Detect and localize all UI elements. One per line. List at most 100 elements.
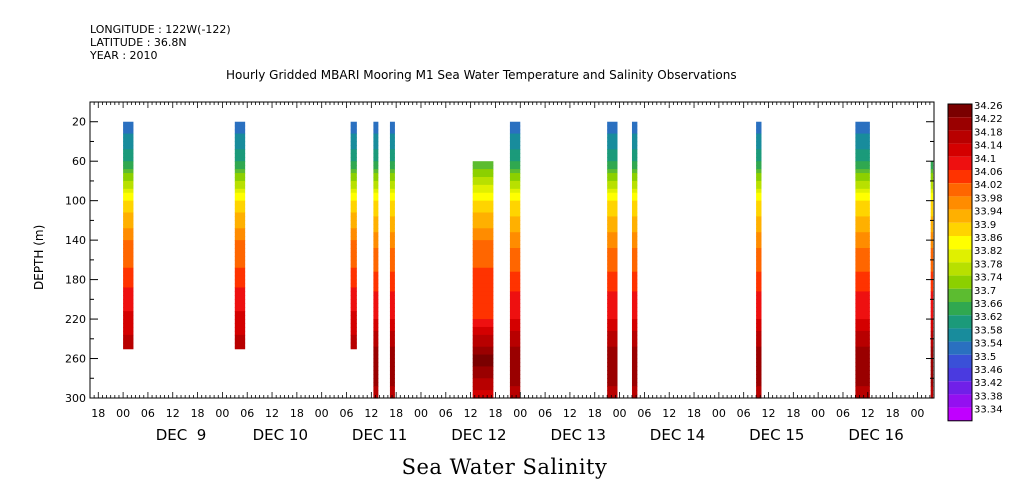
salinity-cell xyxy=(855,204,870,210)
salinity-cell xyxy=(350,287,357,293)
salinity-cell xyxy=(350,283,357,289)
salinity-cell xyxy=(472,330,494,336)
salinity-cell xyxy=(373,248,379,253)
salinity-cell xyxy=(631,173,638,178)
salinity-cell xyxy=(234,216,246,221)
salinity-cell xyxy=(607,121,618,127)
salinity-cell xyxy=(350,315,357,320)
colorbar-swatch xyxy=(948,315,972,329)
salinity-cell xyxy=(123,176,134,182)
salinity-cell xyxy=(234,244,246,249)
salinity-cell xyxy=(631,169,638,174)
salinity-cell xyxy=(389,208,395,214)
salinity-cell xyxy=(631,390,638,395)
salinity-cell xyxy=(855,180,870,186)
salinity-cell xyxy=(123,319,134,324)
salinity-cell xyxy=(631,350,638,356)
salinity-cell xyxy=(373,263,379,269)
salinity-cell xyxy=(389,228,395,233)
salinity-cell xyxy=(472,259,494,265)
salinity-cell xyxy=(234,283,246,289)
salinity-cell xyxy=(631,200,638,206)
salinity-cell xyxy=(350,125,357,131)
salinity-cell xyxy=(930,240,934,245)
x-day-label: DEC 13 xyxy=(551,426,606,444)
salinity-cell xyxy=(756,208,762,214)
salinity-cell xyxy=(930,279,934,285)
salinity-cell xyxy=(123,149,134,154)
salinity-cell xyxy=(373,319,379,324)
salinity-cell xyxy=(373,370,379,375)
colorbar-swatch xyxy=(948,222,972,236)
salinity-cell xyxy=(123,180,134,186)
colorbar-swatch xyxy=(948,328,972,342)
salinity-cell xyxy=(472,315,494,320)
salinity-cell xyxy=(509,216,521,221)
salinity-cell xyxy=(930,275,934,281)
salinity-cell xyxy=(855,133,870,139)
salinity-cell xyxy=(607,295,618,300)
salinity-cell xyxy=(631,311,638,316)
x-hour-label: 00 xyxy=(315,407,329,420)
colorbar-label: 33.5 xyxy=(974,352,996,363)
salinity-cell xyxy=(756,251,762,257)
salinity-cell xyxy=(373,208,379,214)
x-hour-label: 00 xyxy=(712,407,726,420)
salinity-cell xyxy=(930,228,934,233)
salinity-cell xyxy=(756,267,762,273)
salinity-cell xyxy=(234,169,246,174)
colorbar-label: 33.82 xyxy=(974,246,1003,257)
colorbar-swatch xyxy=(948,196,972,210)
salinity-cell xyxy=(389,212,395,218)
salinity-cell xyxy=(930,196,934,202)
salinity-cell xyxy=(855,196,870,202)
salinity-cell xyxy=(930,311,934,316)
salinity-cell xyxy=(509,311,521,316)
salinity-cell xyxy=(631,299,638,304)
salinity-cell xyxy=(234,319,246,324)
salinity-cell xyxy=(855,145,870,150)
salinity-cell xyxy=(509,382,521,387)
salinity-cell xyxy=(472,311,494,316)
colorbar-swatch xyxy=(948,130,972,144)
salinity-cell xyxy=(373,330,379,336)
salinity-cell xyxy=(607,378,618,383)
salinity-cell xyxy=(509,338,521,344)
salinity-cell xyxy=(607,133,618,139)
salinity-cell xyxy=(756,319,762,324)
salinity-cell xyxy=(631,236,638,241)
salinity-cell xyxy=(509,173,521,178)
salinity-cell xyxy=(472,350,494,356)
salinity-cell xyxy=(373,338,379,344)
salinity-cell xyxy=(373,212,379,218)
salinity-cell xyxy=(123,295,134,300)
salinity-cell xyxy=(373,157,379,162)
colorbar-label: 34.22 xyxy=(974,114,1003,125)
salinity-cell xyxy=(631,263,638,269)
salinity-cell xyxy=(756,169,762,174)
salinity-cell xyxy=(756,334,762,340)
salinity-cell xyxy=(234,295,246,300)
salinity-cell xyxy=(855,315,870,320)
salinity-cell xyxy=(509,192,521,198)
salinity-cell xyxy=(930,386,934,391)
x-day-label: DEC 10 xyxy=(253,426,308,444)
salinity-cell xyxy=(855,129,870,135)
salinity-cell xyxy=(123,334,134,340)
salinity-cell xyxy=(930,287,934,293)
salinity-cell xyxy=(631,255,638,261)
salinity-cell xyxy=(509,133,521,139)
salinity-cell xyxy=(389,216,395,221)
x-hour-label: 00 xyxy=(613,407,627,420)
salinity-cell xyxy=(389,263,395,269)
salinity-cell xyxy=(631,192,638,198)
salinity-cell xyxy=(631,271,638,277)
salinity-cell xyxy=(350,334,357,340)
salinity-cell xyxy=(234,334,246,340)
salinity-cell xyxy=(509,145,521,150)
salinity-column xyxy=(631,121,638,399)
salinity-cell xyxy=(631,382,638,387)
salinity-cell xyxy=(855,220,870,225)
salinity-cell xyxy=(123,326,134,332)
salinity-cell xyxy=(855,295,870,300)
